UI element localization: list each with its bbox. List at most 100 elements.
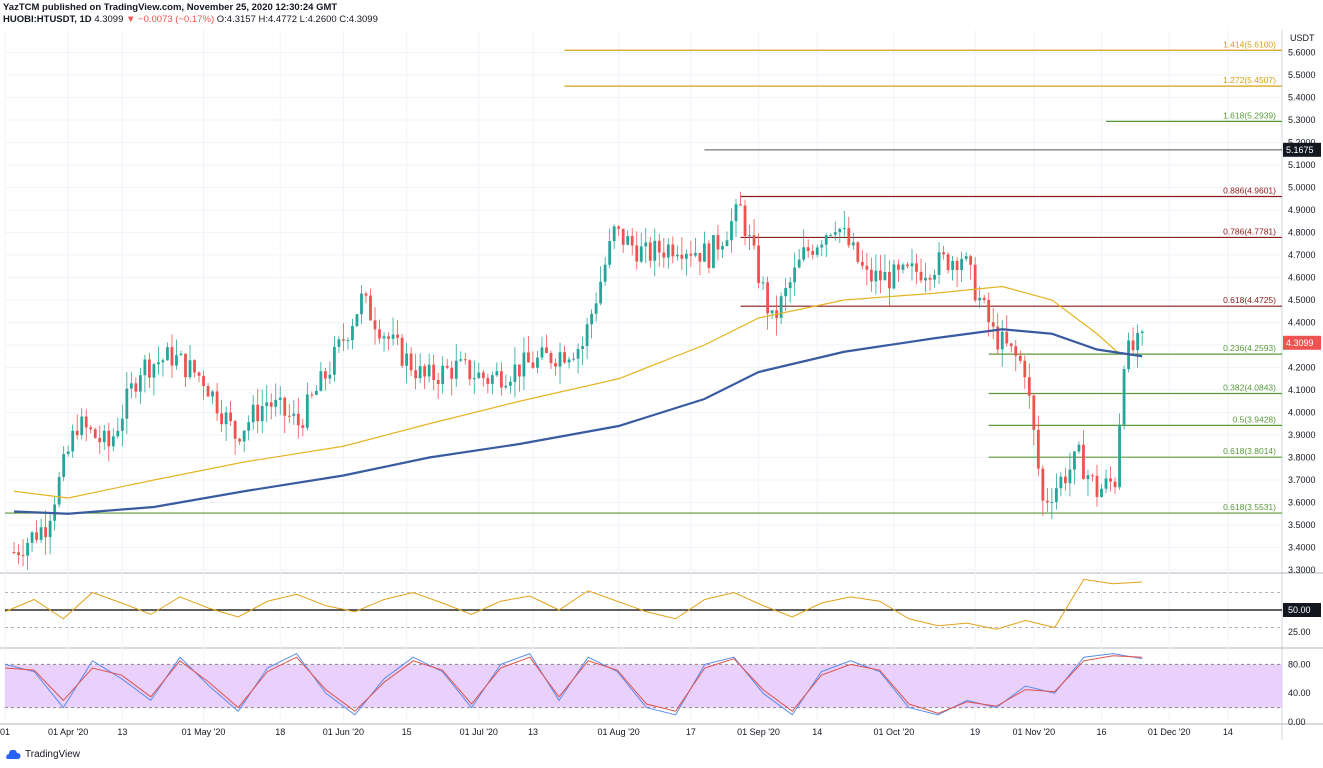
candle-body: [572, 358, 575, 360]
candle-body: [734, 204, 738, 222]
candle-body: [12, 552, 16, 553]
candle-body: [811, 251, 815, 255]
fib-label: 0.236(4.2593): [1223, 343, 1276, 353]
fib-label: 0.618(3.8014): [1223, 446, 1276, 456]
candle-body: [66, 451, 70, 455]
candle-body: [202, 375, 205, 387]
candle-body: [1009, 343, 1013, 347]
candle-body: [712, 235, 715, 269]
candle-body: [283, 397, 287, 416]
candle-body: [508, 381, 512, 386]
candle-body: [865, 265, 869, 270]
candle-body: [215, 391, 219, 414]
candle-body: [1023, 360, 1027, 378]
time-tick-label: 16: [1096, 727, 1106, 737]
candle-body: [847, 228, 851, 246]
candle-body: [107, 430, 111, 447]
candle-body: [942, 252, 945, 255]
price-tick-label: 3.9000: [1288, 430, 1316, 440]
candle-body: [432, 364, 436, 380]
candle-body: [716, 235, 720, 250]
price-tick-label: 4.6000: [1288, 273, 1316, 283]
candle-body: [743, 205, 747, 237]
candle-body: [143, 359, 147, 376]
candle-body: [969, 256, 973, 265]
price-badge: [1283, 142, 1321, 157]
candle-body: [815, 247, 819, 255]
time-axis[interactable]: 01 01 Apr '20 13 01 May '20 18 01 Jun '20 15 01…: [0, 727, 1233, 737]
candle-body: [603, 264, 607, 282]
candle-body: [337, 339, 341, 347]
candle-body: [906, 264, 909, 267]
candle-body: [319, 371, 323, 391]
candle-body: [978, 297, 982, 301]
candle-body: [161, 360, 165, 363]
rsi-panel: 50.00 25.00: [4, 578, 1321, 637]
ohlc-values: O:4.3157 H:4.4772 L:4.2600 C:4.3099: [216, 14, 378, 25]
candles: [12, 191, 1144, 570]
candle-body: [987, 299, 991, 323]
candle-body: [342, 339, 345, 341]
candle-body: [788, 282, 792, 289]
candle-body: [671, 244, 675, 257]
candle-body: [617, 226, 621, 229]
candle-body: [102, 430, 106, 443]
candle-body: [599, 281, 603, 304]
candle-body: [310, 394, 314, 396]
candle-body: [766, 282, 769, 314]
candle-body: [874, 270, 878, 282]
ma-short-line: [13, 285, 1120, 499]
candle-body: [436, 379, 440, 385]
candle-body: [1036, 429, 1040, 469]
candle-body: [369, 295, 372, 321]
candle-body: [703, 243, 706, 262]
candle-body: [1095, 475, 1099, 497]
price-change: ▼ −0.0073 (−0.17%): [126, 14, 215, 25]
candle-body: [851, 242, 855, 246]
candle-body: [982, 297, 986, 300]
candle-body: [666, 244, 670, 258]
price-tick-label: 5.1000: [1288, 160, 1316, 170]
candle-body: [518, 364, 521, 377]
candle-body: [793, 267, 797, 283]
fib-label: 0.5(3.9428): [1233, 414, 1277, 424]
candle-body: [581, 346, 584, 349]
price-axis[interactable]: USDT 5.6000 5.5000 5.4000 5.3000 5.2000 5.1000…: [1283, 33, 1321, 575]
price-tick-label: 3.7000: [1288, 475, 1316, 485]
candle-body: [305, 394, 309, 428]
candle-body: [698, 252, 702, 262]
stoch-tick-label: 80.00: [1288, 659, 1311, 669]
candle-body: [648, 242, 652, 261]
candle-body: [116, 430, 120, 437]
candle-body: [1073, 451, 1076, 470]
candle-body: [468, 360, 472, 380]
candle-body: [30, 532, 34, 543]
candle-body: [928, 277, 932, 280]
candle-body: [946, 254, 950, 270]
candle-body: [346, 340, 350, 342]
candle-body: [445, 365, 449, 368]
candle-body: [179, 353, 183, 356]
tradingview-logo[interactable]: TradingView: [4, 749, 80, 760]
candle-body: [1086, 475, 1090, 480]
candle-body: [536, 357, 539, 368]
candle-body: [567, 359, 571, 363]
candle-body: [1054, 488, 1058, 503]
candle-body: [499, 371, 503, 388]
candle-body: [233, 421, 237, 439]
candle-body: [653, 240, 657, 261]
candle-body: [757, 245, 760, 284]
candle-body: [644, 242, 648, 247]
candle-body: [748, 235, 751, 237]
candle-body: [80, 416, 84, 436]
symbol-label: HUOBI:HTUSDT, 1D: [3, 14, 92, 25]
candle-body: [472, 378, 476, 380]
candle-body: [639, 246, 643, 262]
price-badge: [1283, 335, 1321, 350]
candle-body: [157, 362, 160, 365]
candle-body: [71, 430, 75, 452]
candle-body: [1068, 469, 1072, 484]
candle-body: [1104, 478, 1108, 489]
candle-body: [1122, 369, 1126, 425]
